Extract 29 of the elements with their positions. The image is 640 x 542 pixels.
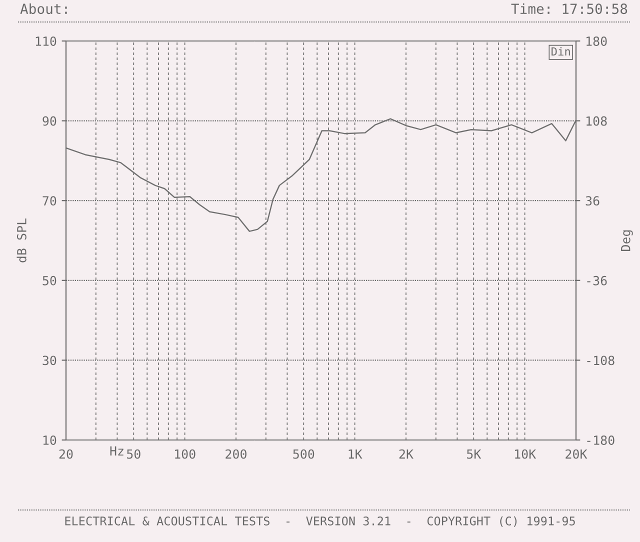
annotation: Din	[552, 47, 570, 56]
chart-title: About:	[20, 3, 67, 14]
x-tick-label: 100	[175, 449, 196, 459]
chart-subtitle: Time: 17:50:58	[511, 3, 628, 14]
x-tick-label: 50	[126, 449, 140, 459]
y2-tick-label: -36	[587, 276, 607, 286]
y-tick-label: 50	[42, 276, 56, 286]
x-axis-title: Hz	[110, 446, 124, 456]
y2-tick-label: 36	[586, 196, 600, 206]
x-tick-label: 20K	[566, 449, 588, 459]
y2-axis-title: Deg	[621, 230, 633, 251]
text: ELECTRICAL & ACOUSTICAL TESTS - VERSION 3.21 - COPYRIGHT (C) 1991-95	[65, 516, 575, 527]
y-axis-title: dB SPL	[16, 218, 26, 262]
y2-tick-label: -108	[587, 356, 614, 366]
x-tick-label: 200	[226, 449, 246, 459]
x-tick-label: 1K	[348, 449, 362, 459]
x-tick-label: 2K	[399, 449, 414, 459]
y-tick-label: 70	[42, 196, 56, 206]
y2-tick-label: 108	[586, 116, 607, 126]
y2-tick-label: -180	[587, 436, 614, 445]
x-tick-label: 20	[59, 449, 73, 459]
y2-tick-label: 180	[586, 36, 607, 46]
x-tick-label: 500	[293, 449, 314, 459]
x-tick-label: 10K	[515, 449, 536, 459]
x-tick-label: 5K	[466, 449, 482, 459]
y-tick-label: 10	[43, 436, 56, 445]
y-tick-label: 90	[42, 116, 56, 126]
y-tick-label: 110	[36, 36, 56, 46]
y-tick-label: 30	[42, 356, 56, 366]
